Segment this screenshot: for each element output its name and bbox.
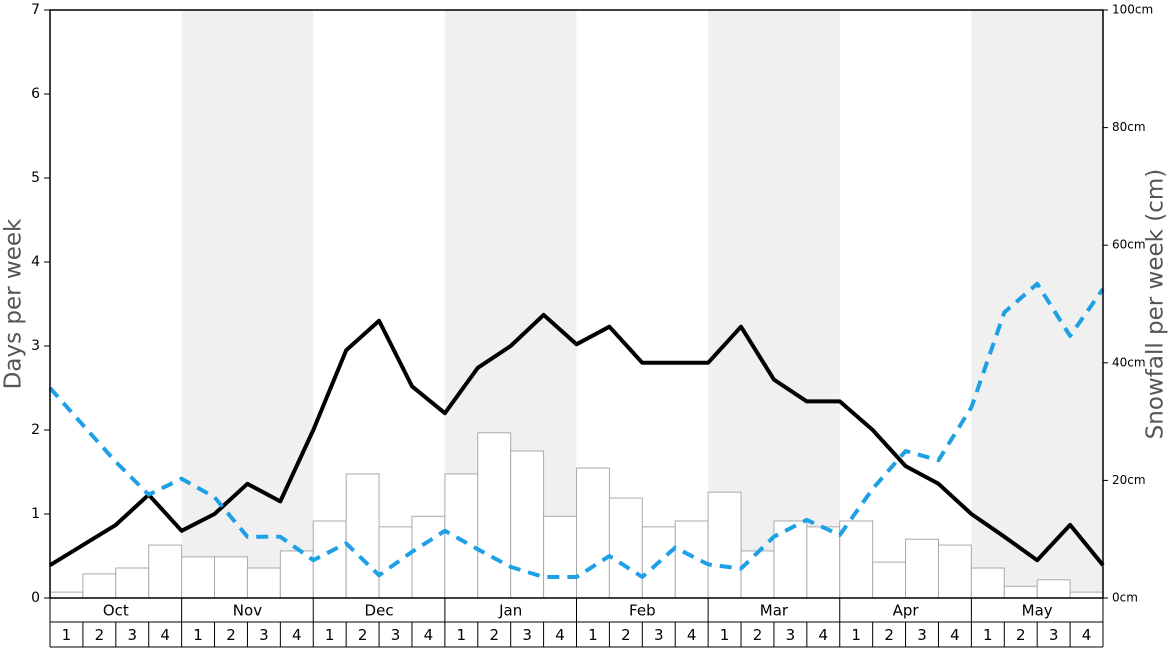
month-label: May: [1022, 602, 1053, 620]
snowfall-bar: [477, 432, 512, 599]
week-label: 1: [588, 626, 598, 644]
snowfall-bar: [905, 538, 939, 599]
snowfall-bar: [806, 526, 841, 599]
week-label: 1: [720, 626, 730, 644]
y-tick-label: 7: [31, 2, 40, 18]
week-label: 2: [884, 626, 894, 644]
snowfall-bar: [82, 573, 117, 599]
week-label: 3: [522, 626, 532, 644]
snowfall-bar: [608, 497, 643, 599]
week-label: 3: [917, 626, 927, 644]
y2-tick-label: 0cm: [1112, 591, 1138, 605]
week-label: 4: [950, 626, 960, 644]
snowfall-bar: [773, 520, 808, 599]
snowfall-bar: [1003, 585, 1038, 599]
y-tick-label: 2: [31, 422, 40, 438]
snowfall-bar: [49, 591, 84, 599]
month-label: Apr: [893, 602, 920, 620]
y2-tick-label: 60cm: [1112, 238, 1146, 252]
month-label: Dec: [365, 602, 394, 620]
week-label: 4: [819, 626, 829, 644]
snowfall-bar: [674, 520, 709, 599]
week-label: 2: [95, 626, 105, 644]
y-tick-label: 1: [31, 506, 40, 522]
snowfall-bar: [444, 473, 479, 599]
y2-tick-label: 40cm: [1112, 355, 1146, 369]
week-label: 1: [851, 626, 861, 644]
week-label: 4: [292, 626, 302, 644]
week-label: 1: [325, 626, 335, 644]
snowfall-bar: [740, 550, 775, 599]
month-label: Nov: [233, 602, 262, 620]
week-label: 3: [127, 626, 137, 644]
week-label: 2: [358, 626, 368, 644]
snowfall-bar: [707, 491, 742, 599]
week-label: 2: [753, 626, 763, 644]
week-label: 2: [621, 626, 631, 644]
snowfall-bar: [839, 520, 874, 599]
snowfall-bar: [345, 473, 380, 599]
month-label: Feb: [629, 602, 656, 620]
snowfall-bar: [576, 467, 610, 599]
snowfall-bar: [872, 561, 907, 599]
month-label: Jan: [498, 602, 522, 620]
month-band: [971, 10, 1103, 598]
snowfall-bar: [1069, 591, 1104, 599]
y2-tick-label: 80cm: [1112, 120, 1146, 134]
y-tick-label: 0: [31, 590, 40, 606]
y2-tick-label: 100cm: [1112, 3, 1153, 17]
y2-tick-label: 20cm: [1112, 473, 1146, 487]
snowfall-bar: [279, 550, 314, 599]
week-label: 3: [259, 626, 269, 644]
snowfall-bar: [246, 567, 281, 599]
month-label: Mar: [760, 602, 789, 620]
week-label: 1: [62, 626, 72, 644]
week-label: 3: [1049, 626, 1059, 644]
month-label: Oct: [103, 602, 129, 620]
snowfall-bar: [1036, 579, 1071, 599]
snowfall-bar: [115, 567, 150, 599]
snowfall-bar: [411, 515, 446, 599]
snowfall-bar: [543, 515, 577, 599]
week-label: 3: [654, 626, 664, 644]
snowfall-bar: [970, 567, 1005, 599]
y-tick-label: 6: [31, 86, 40, 102]
week-label: 4: [1082, 626, 1092, 644]
week-label: 2: [226, 626, 236, 644]
y-tick-label: 5: [31, 170, 40, 186]
week-label: 2: [1016, 626, 1026, 644]
y-tick-label: 4: [31, 254, 40, 270]
week-label: 4: [424, 626, 434, 644]
week-label: 4: [160, 626, 170, 644]
solid-line: [48, 312, 1105, 567]
week-label: 2: [489, 626, 499, 644]
snowfall-bar: [214, 556, 248, 599]
week-label: 4: [687, 626, 697, 644]
y-tick-label: 3: [31, 338, 40, 354]
snowfall-bar: [148, 544, 183, 599]
week-label: 3: [786, 626, 796, 644]
dashed-line: [48, 281, 1105, 579]
week-label: 1: [983, 626, 993, 644]
y2-axis-title: Snowfall per week (cm): [1143, 169, 1168, 440]
snowfall-bar: [181, 556, 216, 599]
y-axis-title: Days per week: [1, 218, 27, 389]
snowfall-bar: [937, 544, 972, 599]
week-label: 1: [193, 626, 203, 644]
month-band: [181, 10, 314, 598]
week-label: 4: [555, 626, 565, 644]
week-label: 1: [457, 626, 467, 644]
week-label: 3: [391, 626, 401, 644]
